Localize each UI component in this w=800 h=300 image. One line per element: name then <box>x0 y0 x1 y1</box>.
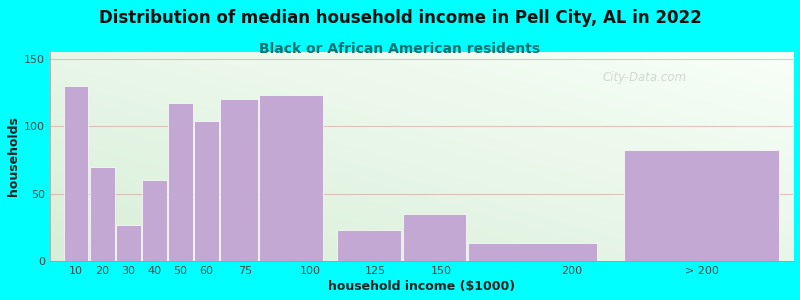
Bar <box>338 230 402 261</box>
Bar <box>116 225 141 261</box>
Bar <box>64 86 89 261</box>
Bar <box>402 214 466 261</box>
Y-axis label: households: households <box>7 116 20 196</box>
Text: City-Data.com: City-Data.com <box>602 70 686 83</box>
Bar <box>468 244 597 261</box>
Bar <box>194 121 218 261</box>
Bar <box>624 150 779 261</box>
Bar <box>90 167 114 261</box>
Text: Distribution of median household income in Pell City, AL in 2022: Distribution of median household income … <box>98 9 702 27</box>
Text: Black or African American residents: Black or African American residents <box>259 42 541 56</box>
Bar <box>220 99 258 261</box>
Bar <box>259 95 323 261</box>
Bar <box>168 103 193 261</box>
Bar <box>142 180 166 261</box>
X-axis label: household income ($1000): household income ($1000) <box>328 280 515 293</box>
